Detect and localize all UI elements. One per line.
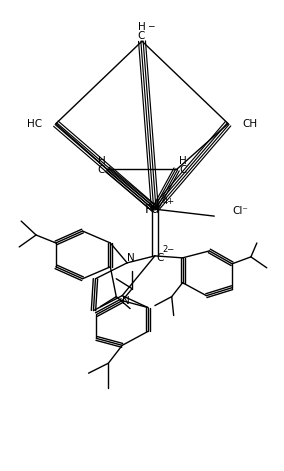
Text: C: C	[156, 253, 164, 263]
Text: Pd: Pd	[145, 203, 161, 216]
Text: −: −	[147, 21, 155, 30]
Text: H: H	[138, 22, 146, 32]
Text: H: H	[97, 156, 105, 166]
Text: HC: HC	[27, 119, 42, 129]
Text: CH: CH	[242, 119, 257, 129]
Text: C: C	[137, 31, 145, 41]
Text: C: C	[179, 165, 186, 175]
Text: Cl⁻: Cl⁻	[232, 206, 248, 216]
Text: N: N	[122, 296, 130, 306]
Text: C: C	[98, 165, 105, 175]
Text: H: H	[179, 156, 187, 166]
Text: 2−: 2−	[163, 245, 175, 254]
Text: 4+: 4+	[163, 197, 175, 206]
Text: N: N	[127, 253, 135, 263]
